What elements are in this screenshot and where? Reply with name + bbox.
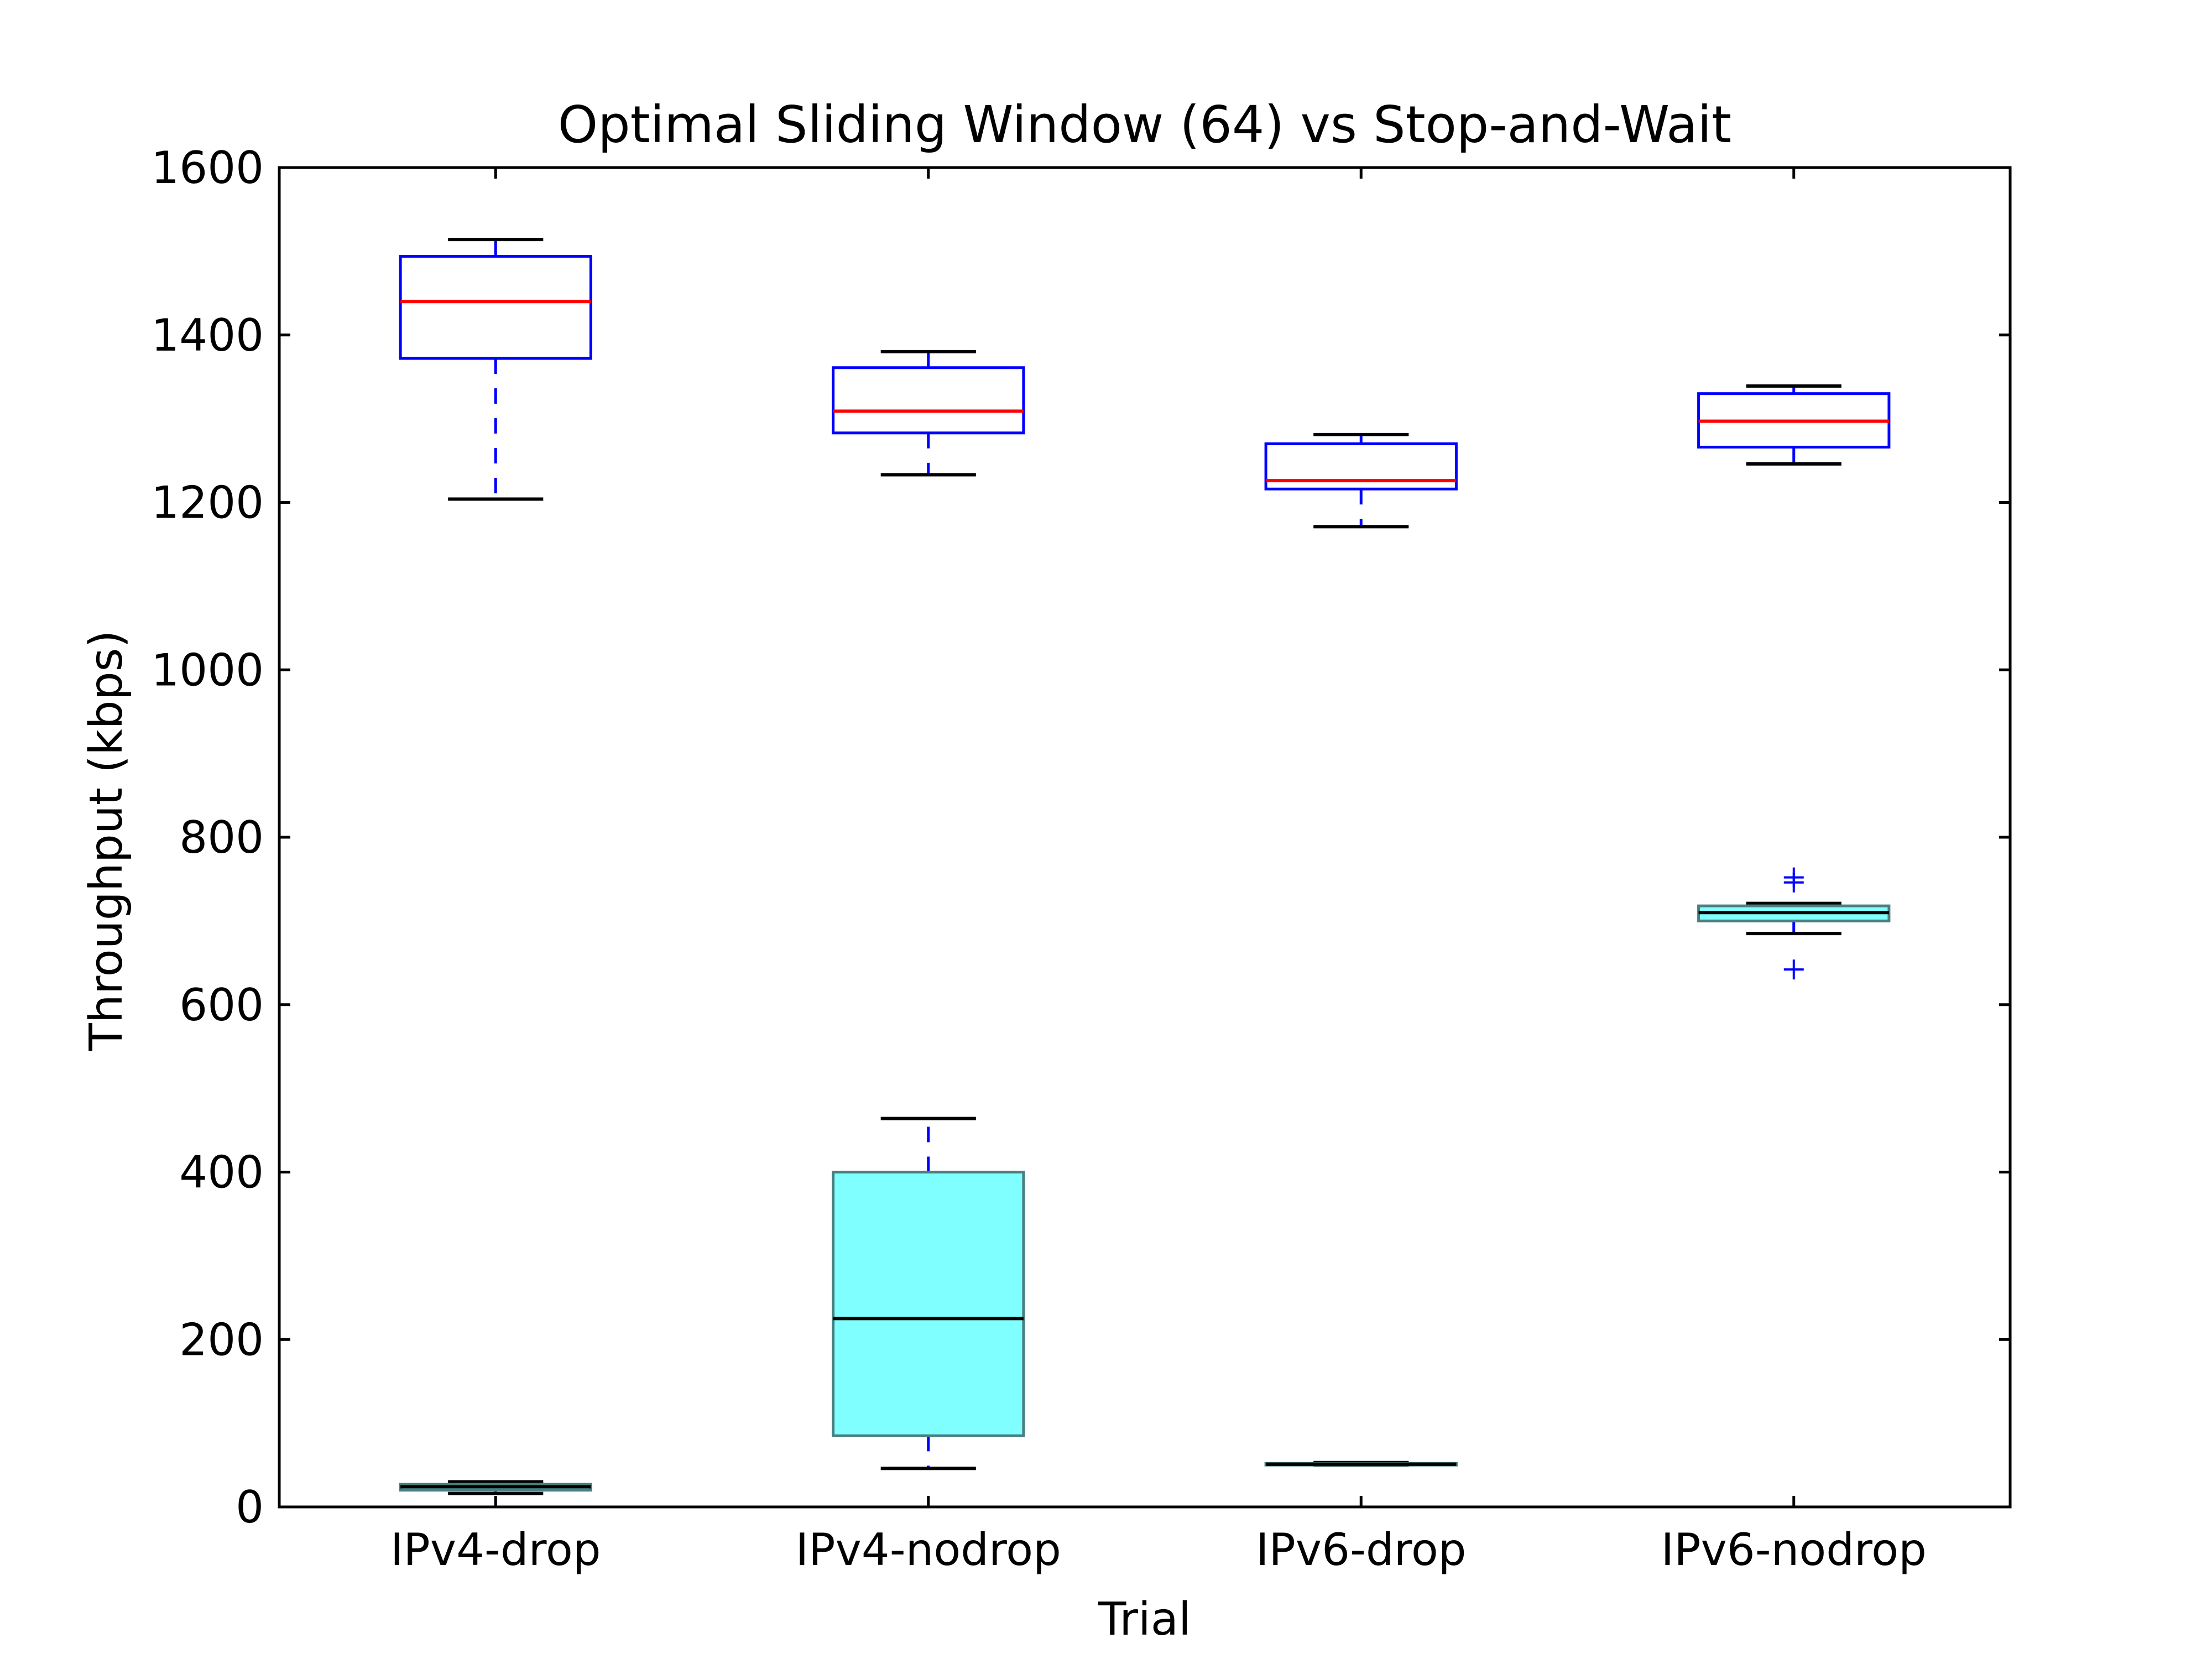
y-tick-label: 1000 (151, 644, 264, 696)
chart-title: Optimal Sliding Window (64) vs Stop-and-… (558, 95, 1731, 154)
sliding-window-series (399, 238, 1891, 529)
y-tick-label: 800 (179, 812, 264, 863)
box-ipv4-nodrop (832, 350, 1025, 477)
y-tick-label: 400 (179, 1147, 264, 1198)
box-ipv4-drop (399, 238, 592, 501)
y-tick-label: 200 (179, 1314, 264, 1365)
box-body (832, 1171, 1025, 1437)
box-ipv6-nodrop (1697, 867, 1891, 980)
box-ipv4-drop (399, 1480, 592, 1495)
y-tick-label: 1600 (151, 142, 264, 194)
x-tick-label: IPv4-drop (390, 1524, 601, 1575)
y-axis-label: Throughput (kbps) (80, 630, 133, 1052)
y-tick-label: 1400 (151, 310, 264, 361)
box-ipv6-drop (1264, 432, 1458, 529)
x-tick-label: IPv6-nodrop (1661, 1524, 1927, 1575)
x-tick-label: IPv6-drop (1256, 1524, 1467, 1575)
box-ipv6-nodrop (1697, 384, 1891, 466)
y-tick-label: 1200 (151, 477, 264, 529)
plot-area: 0 200 400 600 800 1000 1200 1400 1600 IPv4-drop IP… (151, 142, 2012, 1575)
box-body (399, 254, 592, 360)
box-ipv6-drop (1264, 1460, 1458, 1467)
box-ipv4-nodrop (832, 1117, 1025, 1470)
x-tick-label: IPv4-nodrop (796, 1524, 1061, 1575)
plot-frame (278, 166, 2012, 1509)
box-body (1264, 442, 1458, 491)
y-tick-label: 0 (236, 1481, 264, 1533)
x-axis-label: Trial (1098, 1593, 1191, 1646)
y-tick-label: 600 (179, 979, 264, 1031)
box-body (832, 366, 1025, 435)
stop-and-wait-series (399, 867, 1891, 1495)
